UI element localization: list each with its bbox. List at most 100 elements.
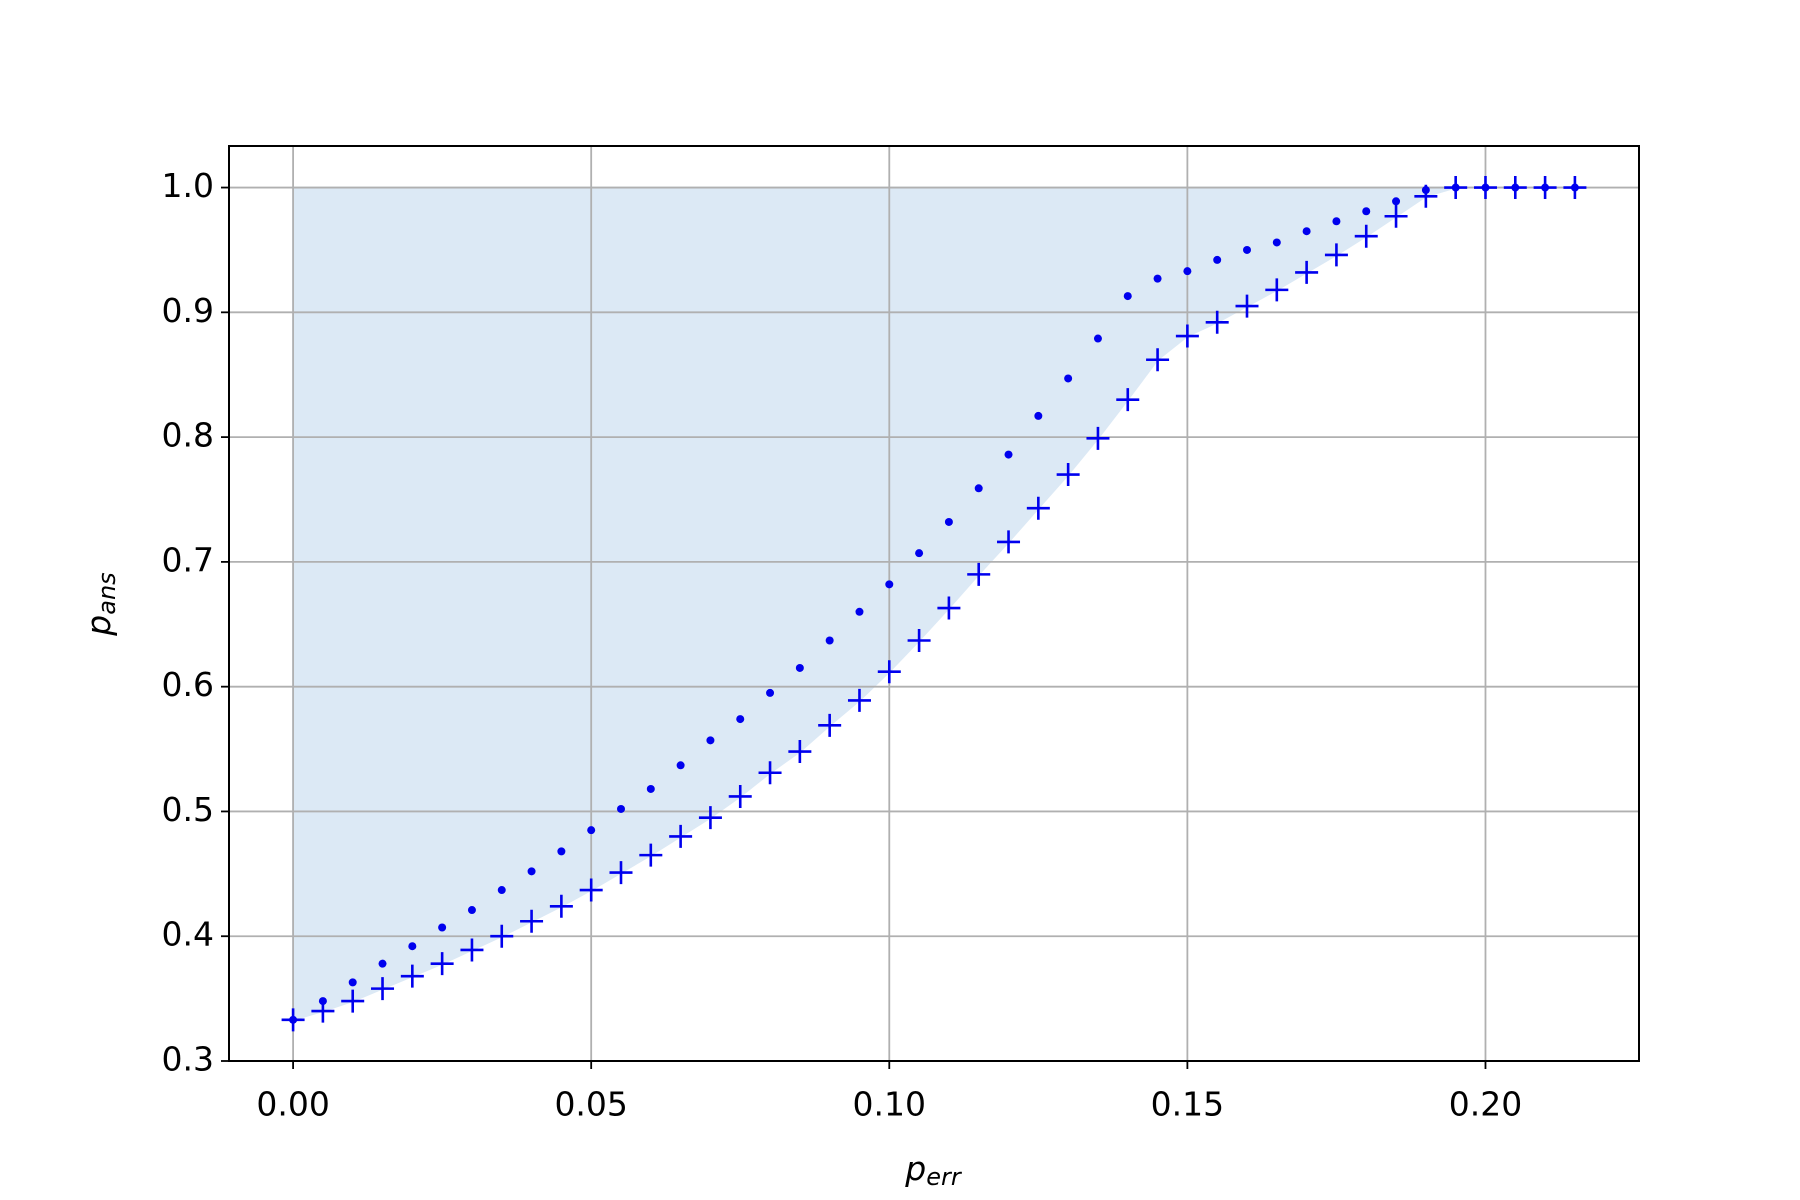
dot-marker <box>855 607 864 616</box>
plus-marker <box>1503 176 1527 200</box>
dot-marker <box>915 549 924 558</box>
dot-marker <box>795 663 804 672</box>
dot-marker <box>557 847 566 856</box>
dot-marker <box>497 886 506 895</box>
plus-marker <box>877 660 901 684</box>
plus-marker <box>400 964 424 988</box>
x-tick-label: 0.00 <box>256 1085 329 1124</box>
dot-marker <box>527 867 536 876</box>
plus-marker <box>579 878 603 902</box>
plus-marker <box>639 843 663 867</box>
dot-marker <box>467 906 476 915</box>
plus-marker <box>997 530 1021 554</box>
plus-marker <box>1146 348 1170 372</box>
x-axis-label: perr <box>904 1149 963 1192</box>
x-tick-label: 0.05 <box>554 1085 627 1124</box>
dot-marker <box>885 580 894 589</box>
dot-marker <box>1332 217 1341 226</box>
y-tick-label: 1.0 <box>162 166 214 205</box>
dot-marker <box>1272 238 1281 247</box>
plus-marker <box>818 713 842 737</box>
plus-marker <box>847 688 871 712</box>
x-tick-label: 0.15 <box>1151 1085 1224 1124</box>
plus-marker <box>1414 184 1438 208</box>
dot-marker <box>706 736 715 745</box>
plus-marker <box>1175 324 1199 348</box>
dot-marker <box>1093 334 1102 343</box>
plus-marker <box>281 1008 305 1032</box>
y-axis-label: pans <box>79 572 122 636</box>
dot-marker <box>1153 274 1162 283</box>
dot-marker <box>1392 197 1401 206</box>
dot-marker <box>1183 267 1192 276</box>
dot-marker <box>1034 411 1043 420</box>
plus-marker <box>311 999 335 1023</box>
dot-marker <box>587 826 596 835</box>
plus-marker <box>1026 496 1050 520</box>
dot-marker <box>348 978 357 987</box>
x-label-base: p <box>904 1149 926 1188</box>
plus-marker <box>430 952 454 976</box>
plus-marker <box>758 761 782 785</box>
plus-marker <box>1563 176 1587 200</box>
dot-marker <box>1123 292 1132 301</box>
plus-marker <box>669 824 693 848</box>
plus-marker <box>907 628 931 652</box>
plus-marker <box>549 894 573 918</box>
plus-marker <box>967 562 991 586</box>
y-tick-label: 0.4 <box>162 915 214 954</box>
dot-marker <box>1213 255 1222 264</box>
y-tick-label: 0.7 <box>162 540 214 579</box>
plus-marker <box>1354 224 1378 248</box>
dot-marker <box>438 923 447 932</box>
y-label-sub: ans <box>93 572 121 614</box>
plus-marker <box>937 596 961 620</box>
plus-marker <box>728 784 752 808</box>
plus-marker <box>1056 463 1080 487</box>
plus-marker <box>1295 260 1319 284</box>
dot-marker <box>974 484 983 493</box>
plus-marker <box>698 806 722 830</box>
dot-marker <box>408 942 417 951</box>
plus-marker <box>1205 310 1229 334</box>
dot-marker <box>616 804 625 813</box>
y-tick-label: 0.5 <box>162 790 214 829</box>
plus-marker <box>609 861 633 885</box>
plus-marker <box>788 740 812 764</box>
plus-marker <box>1533 176 1557 200</box>
plus-marker <box>1473 176 1497 200</box>
plus-marker <box>341 989 365 1013</box>
y-tick-label: 0.9 <box>162 291 214 330</box>
plus-marker <box>1444 176 1468 200</box>
dot-marker <box>825 636 834 645</box>
plus-marker <box>1265 278 1289 302</box>
plus-marker <box>1116 388 1140 412</box>
plus-marker <box>490 924 514 948</box>
plus-marker <box>371 977 395 1001</box>
dot-marker <box>944 517 953 526</box>
dot-marker <box>646 784 655 793</box>
plus-marker <box>1324 243 1348 267</box>
dot-marker <box>1064 374 1073 383</box>
y-tick-label: 0.6 <box>162 665 214 704</box>
dot-marker <box>676 761 685 770</box>
plus-marker <box>460 938 484 962</box>
x-tick-label: 0.20 <box>1449 1085 1522 1124</box>
y-tick-label: 0.3 <box>162 1040 214 1079</box>
x-tick-label: 0.10 <box>853 1085 926 1124</box>
dot-marker <box>766 688 775 697</box>
dot-marker <box>1302 227 1311 236</box>
plus-marker <box>1235 294 1259 318</box>
plus-marker <box>1384 204 1408 228</box>
plus-marker <box>520 909 544 933</box>
dot-marker <box>736 715 745 724</box>
axes-frame <box>228 145 1640 1062</box>
plus-marker <box>1086 426 1110 450</box>
dot-marker <box>378 959 387 968</box>
y-tick-label: 0.8 <box>162 416 214 455</box>
y-label-base: p <box>79 615 118 637</box>
dot-marker <box>1362 207 1371 216</box>
dot-marker <box>1243 245 1252 254</box>
dot-marker <box>1004 450 1013 459</box>
